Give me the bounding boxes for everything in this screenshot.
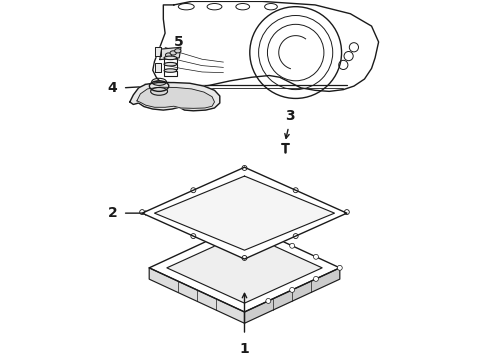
Polygon shape [154, 63, 160, 72]
Bar [163, 64, 176, 69]
Circle shape [337, 265, 342, 270]
Polygon shape [137, 87, 214, 108]
Circle shape [242, 221, 246, 226]
Ellipse shape [163, 56, 176, 60]
Ellipse shape [165, 53, 171, 57]
Text: 2: 2 [107, 206, 117, 220]
Ellipse shape [170, 51, 176, 55]
Circle shape [289, 287, 294, 292]
Polygon shape [154, 47, 160, 56]
Circle shape [289, 243, 294, 248]
Circle shape [265, 298, 270, 303]
Polygon shape [244, 268, 339, 323]
Polygon shape [154, 81, 181, 87]
Ellipse shape [163, 69, 176, 72]
Polygon shape [129, 82, 219, 111]
Polygon shape [154, 176, 334, 250]
Polygon shape [142, 167, 346, 259]
Circle shape [265, 232, 270, 237]
Bar [163, 71, 176, 76]
Circle shape [313, 276, 318, 282]
Circle shape [313, 255, 318, 259]
Ellipse shape [174, 49, 181, 53]
Bar [163, 58, 176, 63]
Polygon shape [149, 224, 339, 312]
Polygon shape [149, 268, 244, 323]
Ellipse shape [163, 62, 176, 66]
Polygon shape [152, 1, 378, 91]
Polygon shape [166, 233, 322, 303]
Text: 5: 5 [174, 35, 183, 49]
Text: 4: 4 [107, 81, 117, 95]
Polygon shape [160, 47, 181, 60]
Text: 3: 3 [285, 109, 295, 123]
Text: 1: 1 [239, 342, 249, 356]
